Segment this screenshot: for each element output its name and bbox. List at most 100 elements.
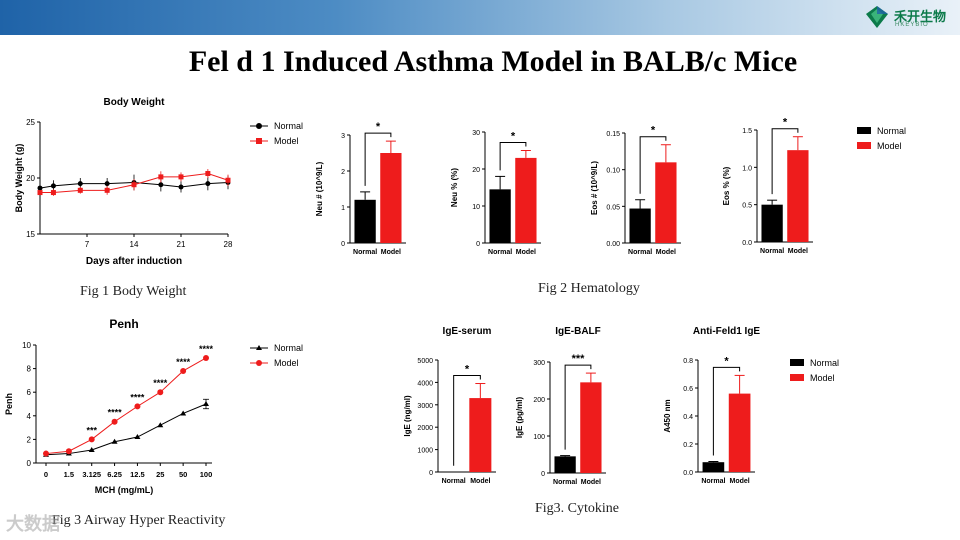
bar [515,157,537,243]
legend-swatch [857,127,871,134]
x-category-label: Model [470,478,490,485]
logo-chinese-text: 禾开生物 [894,10,947,25]
data-point [131,182,137,188]
caption-fig3-ahr: Fig 3 Airway Hyper Reactivity [52,513,226,528]
data-point [77,187,83,193]
x-category-label: Normal [628,249,652,256]
data-point [104,181,110,187]
data-point [88,436,95,443]
legend-label: Model [877,141,902,151]
significance-label: **** [130,392,145,402]
y-axis-label: Eos % (%) [722,166,731,205]
significance-bracket [771,128,799,195]
x-tick-label: 28 [224,240,233,249]
y-axis-label: Eos # (10^9/L) [590,161,599,215]
y-tick-label: 0.10 [606,168,620,175]
data-point [180,410,187,416]
significance-label: *** [572,353,586,365]
y-tick-label: 20 [26,174,35,183]
data-point [134,403,141,410]
data-point [50,190,56,196]
significance-bracket [364,132,392,186]
caption-fig2: Fig 2 Hematology [538,281,640,296]
chart-neu-count: 0 1 2 3 Normal Model * Neu # (10^9/L) [315,121,406,256]
x-axis-label: MCH (mg/mL) [95,485,154,495]
header-banner [0,0,960,35]
legend-label: Model [274,136,299,146]
x-category-label: Normal [442,478,466,485]
y-axis-label: IgE (ng/ml) [403,395,412,437]
data-point [205,171,211,177]
significance-bracket [453,375,481,466]
chart-neu-percent: 0 10 20 30 Normal Model * Neu % (%) [450,130,541,256]
data-point [158,182,164,188]
chart-title: Body Weight [104,97,166,108]
data-point [203,354,209,361]
bar [702,462,725,472]
y-tick-label: 0.0 [742,240,752,247]
x-category-label: Model [581,479,601,486]
y-tick-label: 6 [27,388,32,397]
y-tick-label: 100 [533,434,545,441]
y-tick-label: 0 [541,471,545,478]
x-tick-label: 25 [156,470,164,479]
y-tick-label: 5000 [417,358,433,365]
y-tick-label: 3 [341,133,345,140]
y-tick-label: 1.5 [742,128,752,135]
data-point [225,177,231,183]
chart-eos-count: 0.00 0.05 0.10 0.15 Normal Model * Eos # (10^9/… [590,125,681,256]
x-tick-label: 3.125 [82,470,101,479]
y-axis-label: Neu # (10^9/L) [315,161,324,216]
significance-label: **** [176,357,191,367]
series-line [45,357,207,455]
y-tick-label: 0 [27,459,32,468]
significance-label: **** [153,378,168,388]
x-tick-label: 12.5 [130,470,145,479]
y-axis-label: Neu % (%) [450,168,459,207]
significance-bracket [499,142,527,171]
y-tick-label: 1000 [417,448,433,455]
legend-marker [256,360,262,366]
data-point [158,174,164,180]
significance-label: * [783,117,788,129]
data-point [111,438,118,444]
y-tick-label: 8 [27,365,32,374]
y-tick-label: 1 [341,205,345,212]
bar [354,199,376,243]
data-point [88,447,95,453]
bar [728,393,751,472]
legend-marker [256,138,262,144]
legend-swatch [790,359,804,366]
x-tick-label: 6.25 [107,470,122,479]
x-category-label: Model [788,248,808,255]
significance-label: *** [86,425,97,435]
x-category-label: Model [516,249,536,256]
bar [554,456,576,473]
x-category-label: Normal [488,249,512,256]
data-point [180,367,187,374]
data-point [104,187,110,193]
legend-swatch [790,374,804,381]
data-point [157,389,164,396]
data-point [50,183,56,189]
chart-eos-percent: 0.0 0.5 1.0 1.5 Normal Model * Eos % (%) Normal M… [722,117,906,255]
x-category-label: Normal [353,249,377,256]
data-point [205,181,211,187]
data-point [77,181,83,187]
y-tick-label: 10 [472,204,480,211]
x-category-label: Normal [553,479,577,486]
y-tick-label: 0.0 [683,470,693,477]
significance-label: * [511,131,516,143]
data-point [178,174,184,180]
caption-fig3-cytokine: Fig3. Cytokine [535,501,620,516]
bar [787,150,809,242]
data-point [65,448,72,455]
y-tick-label: 0.15 [606,131,620,138]
legend-marker [256,345,262,350]
legend-label: Normal [810,358,839,368]
data-point [134,434,141,440]
y-tick-label: 0.2 [683,442,693,449]
x-category-label: Normal [701,478,725,485]
chart-title: IgE-BALF [555,326,601,337]
y-tick-label: 0.6 [683,386,693,393]
